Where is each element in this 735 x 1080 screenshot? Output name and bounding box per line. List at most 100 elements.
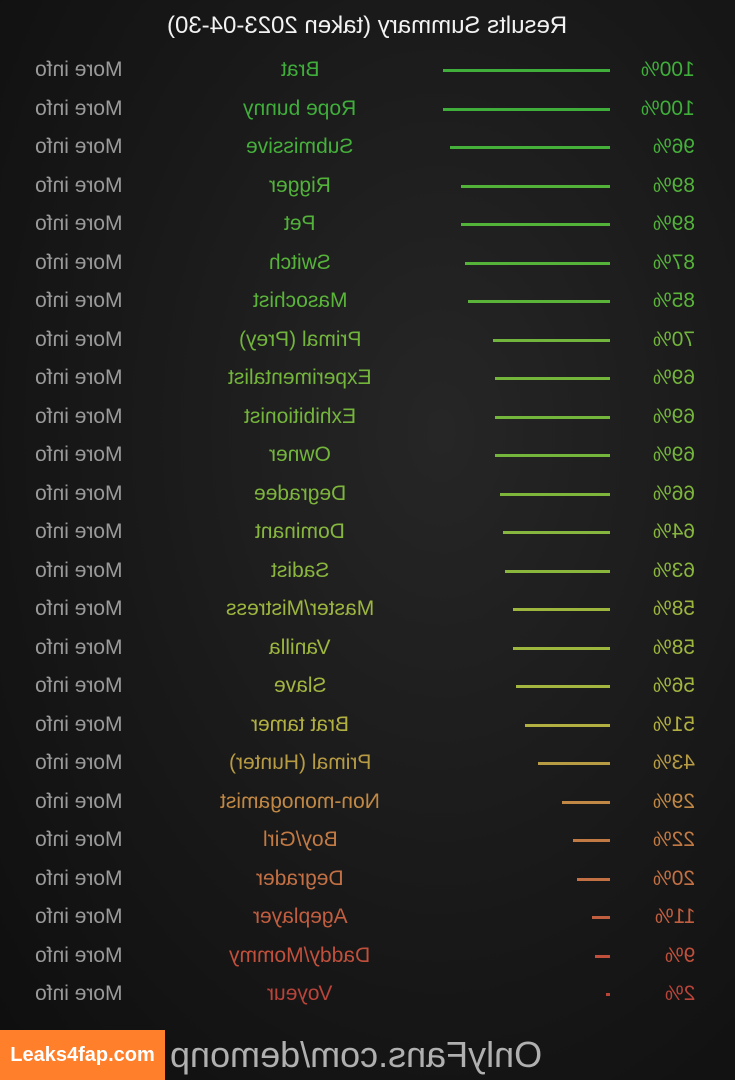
result-row: More info Brat 100% — [0, 52, 735, 88]
result-row: More info Master/Mistress 58% — [0, 591, 735, 627]
more-info-link[interactable]: More info — [35, 635, 123, 659]
result-row: More info Exhibitionist 69% — [0, 399, 735, 435]
result-row: More info Owner 69% — [0, 437, 735, 473]
result-row: More info Voyeur 2% — [0, 976, 735, 1012]
result-percent: 11% — [654, 905, 695, 928]
result-bar — [516, 685, 610, 688]
result-name: Switch — [269, 250, 331, 274]
result-row: More info Switch 87% — [0, 245, 735, 281]
result-name: Primal (Prey) — [238, 327, 362, 351]
result-bar — [461, 223, 610, 226]
more-info-link[interactable]: More info — [35, 481, 123, 505]
result-row: More info Vanilla 58% — [0, 630, 735, 666]
result-bar — [561, 800, 610, 804]
more-info-link[interactable]: More info — [35, 712, 123, 736]
result-bar — [461, 184, 610, 188]
result-row: More info Sadist 63% — [0, 553, 735, 589]
more-info-link[interactable]: More info — [35, 943, 123, 967]
result-row: More info Rope bunny 100% — [0, 91, 735, 127]
result-percent: 58% — [652, 597, 695, 620]
result-name: Brat tamer — [250, 712, 350, 736]
more-info-link[interactable]: More info — [35, 982, 123, 1005]
result-bar — [576, 877, 610, 881]
more-info-link[interactable]: More info — [35, 173, 123, 197]
more-info-link[interactable]: More info — [35, 327, 123, 351]
result-percent: 9% — [664, 943, 695, 967]
result-percent: 2% — [664, 982, 695, 1005]
more-info-link[interactable]: More info — [35, 905, 123, 928]
result-row: More info Boy/Girl 22% — [0, 822, 735, 858]
result-row: More info Submissive 96% — [0, 129, 735, 165]
result-name: Boy/Girl — [262, 828, 338, 851]
result-percent: 43% — [652, 751, 695, 774]
more-info-link[interactable]: More info — [35, 443, 123, 466]
result-name: Slave — [273, 674, 327, 697]
more-info-link[interactable]: More info — [35, 58, 123, 81]
more-info-link[interactable]: More info — [35, 866, 123, 890]
result-name: Primal (Hunter) — [228, 751, 372, 774]
more-info-link[interactable]: More info — [35, 828, 123, 851]
result-row: More info Dominant 64% — [0, 514, 735, 550]
more-info-link[interactable]: More info — [35, 250, 123, 274]
result-row: More info Ageplayer 11% — [0, 899, 735, 935]
result-bar — [591, 916, 610, 919]
result-bar — [468, 300, 610, 303]
more-info-link[interactable]: More info — [35, 558, 123, 582]
result-percent: 100% — [641, 58, 695, 81]
result-bar — [573, 839, 610, 842]
result-row: More info Rigger 89% — [0, 168, 735, 204]
result-name: Degrader — [256, 866, 344, 890]
result-name: Experimentalist — [228, 366, 372, 389]
more-info-link[interactable]: More info — [35, 366, 123, 389]
result-row: More info Daddy/Mommy 9% — [0, 938, 735, 974]
result-bar — [524, 723, 610, 727]
page-title: Results Summary (taken 2023-04-30) — [167, 12, 568, 39]
result-bar — [443, 107, 610, 111]
more-info-link[interactable]: More info — [35, 674, 123, 697]
result-name: Rope bunny — [243, 96, 357, 120]
result-percent: 100% — [641, 96, 695, 120]
result-percent: 56% — [652, 674, 695, 697]
result-name: Pet — [284, 212, 316, 235]
result-bar — [503, 531, 610, 534]
result-percent: 29% — [652, 789, 695, 813]
result-percent: 70% — [652, 327, 695, 351]
result-percent: 20% — [652, 866, 695, 890]
result-row: More info Brat tamer 51% — [0, 707, 735, 743]
more-info-link[interactable]: More info — [35, 212, 123, 235]
result-name: Submissive — [246, 135, 354, 158]
result-name: Brat — [280, 58, 320, 81]
result-bar — [504, 569, 610, 573]
result-percent: 58% — [652, 635, 695, 659]
result-bar — [499, 492, 610, 496]
result-name: Dominant — [255, 520, 345, 543]
more-info-link[interactable]: More info — [35, 289, 123, 312]
result-percent: 22% — [652, 828, 695, 851]
more-info-link[interactable]: More info — [35, 751, 123, 774]
result-name: Daddy/Mommy — [229, 943, 371, 967]
result-name: Owner — [269, 443, 331, 466]
result-bar — [493, 338, 610, 342]
result-row: More info Degradee 66% — [0, 476, 735, 512]
more-info-link[interactable]: More info — [35, 135, 123, 158]
onlyfans-overlay-text: OnlyFans.com/demonp — [170, 1034, 543, 1075]
result-name: Non-monogamist — [220, 789, 380, 813]
result-name: Ageplayer — [252, 905, 348, 928]
result-row: More info Masochist 85% — [0, 283, 735, 319]
result-bar — [606, 993, 610, 996]
result-percent: 85% — [652, 289, 695, 312]
result-bar — [494, 415, 610, 419]
result-name: Vanilla — [269, 635, 331, 659]
result-bar — [494, 377, 610, 380]
result-percent: 64% — [652, 520, 695, 543]
more-info-link[interactable]: More info — [35, 520, 123, 543]
result-name: Rigger — [269, 173, 331, 197]
more-info-link[interactable]: More info — [35, 597, 123, 620]
more-info-link[interactable]: More info — [35, 404, 123, 428]
result-percent: 69% — [652, 366, 695, 389]
more-info-link[interactable]: More info — [35, 789, 123, 813]
result-percent: 63% — [652, 558, 695, 582]
result-row: More info Non-monogamist 29% — [0, 784, 735, 820]
result-percent: 66% — [652, 481, 695, 505]
more-info-link[interactable]: More info — [35, 96, 123, 120]
